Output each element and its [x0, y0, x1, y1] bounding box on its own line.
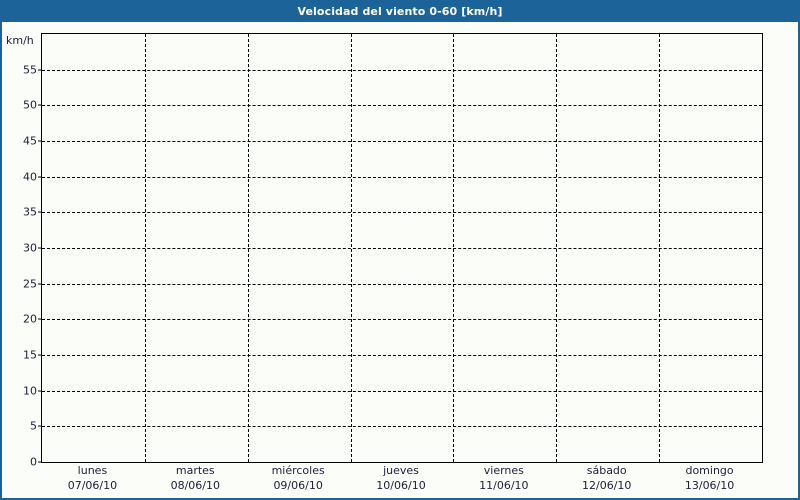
x-axis-day-name: lunes [77, 464, 108, 477]
gridline-vertical [144, 34, 146, 462]
y-axis-tick-label: 50 [23, 98, 37, 112]
gridline-horizontal [42, 69, 762, 71]
y-axis-tick-label: 55 [23, 63, 37, 77]
x-axis-day-date: 11/06/10 [479, 479, 529, 492]
gridline-horizontal [42, 319, 762, 321]
y-axis-tick-label: 30 [23, 241, 37, 255]
gridline-horizontal [42, 212, 762, 214]
y-axis-tick-mark [38, 176, 42, 178]
x-axis-day-name: sábado [586, 464, 627, 477]
x-axis-label-row: lunes 07/06/10 martes 08/06/10 miércoles 09/0… [41, 463, 763, 497]
x-axis-day-name: miércoles [271, 464, 325, 477]
gridline-horizontal [42, 390, 762, 392]
x-axis-day-date: 13/06/10 [684, 479, 735, 492]
y-axis-tick-mark [38, 318, 42, 320]
y-axis-tick-mark [38, 283, 42, 285]
y-axis-tick-mark [38, 211, 42, 213]
y-axis-tick-mark [38, 354, 42, 356]
gridline-horizontal [42, 355, 762, 356]
y-axis-tick-mark [38, 69, 42, 71]
x-axis-tick-label: lunes 07/06/10 [68, 463, 117, 493]
x-axis-day-name: jueves [383, 464, 419, 477]
x-axis-day-date: 10/06/10 [376, 479, 426, 492]
x-axis-day-name: domingo [685, 464, 734, 477]
gridline-vertical [247, 34, 249, 462]
x-axis-tick-label: martes 08/06/10 [171, 463, 220, 493]
plot-area[interactable]: 55 50 45 40 35 30 25 20 15 10 5 0 [23, 33, 763, 469]
y-axis-tick-mark [38, 461, 42, 463]
y-axis-tick-mark [38, 247, 42, 249]
gridline-horizontal [42, 426, 762, 428]
y-axis-tick-label: 35 [23, 205, 37, 219]
y-axis-tick-label: 45 [23, 134, 37, 148]
y-axis-tick-mark [38, 140, 42, 142]
y-axis-tick-label: 40 [23, 170, 37, 184]
y-axis-tick-mark [38, 104, 42, 106]
x-axis-tick-label: miércoles 09/06/10 [272, 463, 325, 493]
gridline-horizontal [42, 283, 762, 285]
y-axis-tick-label: 20 [23, 312, 37, 326]
x-axis-tick-label: viernes 11/06/10 [479, 463, 528, 493]
gridline-horizontal [42, 248, 762, 249]
y-axis-tick-label: 5 [30, 419, 37, 433]
x-axis-day-name: martes [175, 464, 215, 477]
gridline-vertical [556, 34, 558, 462]
y-axis-tick-mark [38, 390, 42, 392]
x-axis-day-date: 09/06/10 [273, 479, 323, 492]
chart-body: km/h 55 50 45 40 35 30 25 20 15 10 5 0 lunes 07/06/1… [2, 22, 798, 498]
gridline-vertical [350, 34, 352, 462]
x-axis-day-name: viernes [483, 464, 524, 477]
chart-title-bar: Velocidad del viento 0-60 [km/h] [2, 2, 798, 22]
x-axis-tick-label: jueves 10/06/10 [376, 463, 425, 493]
y-axis-tick-label: 25 [23, 277, 37, 291]
gridline-horizontal [42, 176, 762, 178]
x-axis-tick-label: domingo 13/06/10 [685, 463, 734, 493]
x-axis-tick-label: sábado 12/06/10 [582, 463, 631, 493]
y-axis-tick-mark [38, 425, 42, 427]
x-axis-day-date: 07/06/10 [67, 479, 118, 492]
gridline-vertical [659, 34, 661, 462]
y-axis-unit-label: km/h [6, 34, 34, 47]
y-axis-tick-label: 10 [23, 384, 37, 398]
y-axis-tick-label: 15 [23, 348, 37, 362]
x-axis-day-date: 08/06/10 [170, 479, 220, 492]
gridline-vertical [453, 34, 455, 462]
x-axis-day-date: 12/06/10 [582, 479, 632, 492]
gridline-horizontal [42, 105, 762, 107]
gridline-horizontal [42, 141, 762, 142]
y-axis-tick-label: 0 [30, 455, 37, 469]
